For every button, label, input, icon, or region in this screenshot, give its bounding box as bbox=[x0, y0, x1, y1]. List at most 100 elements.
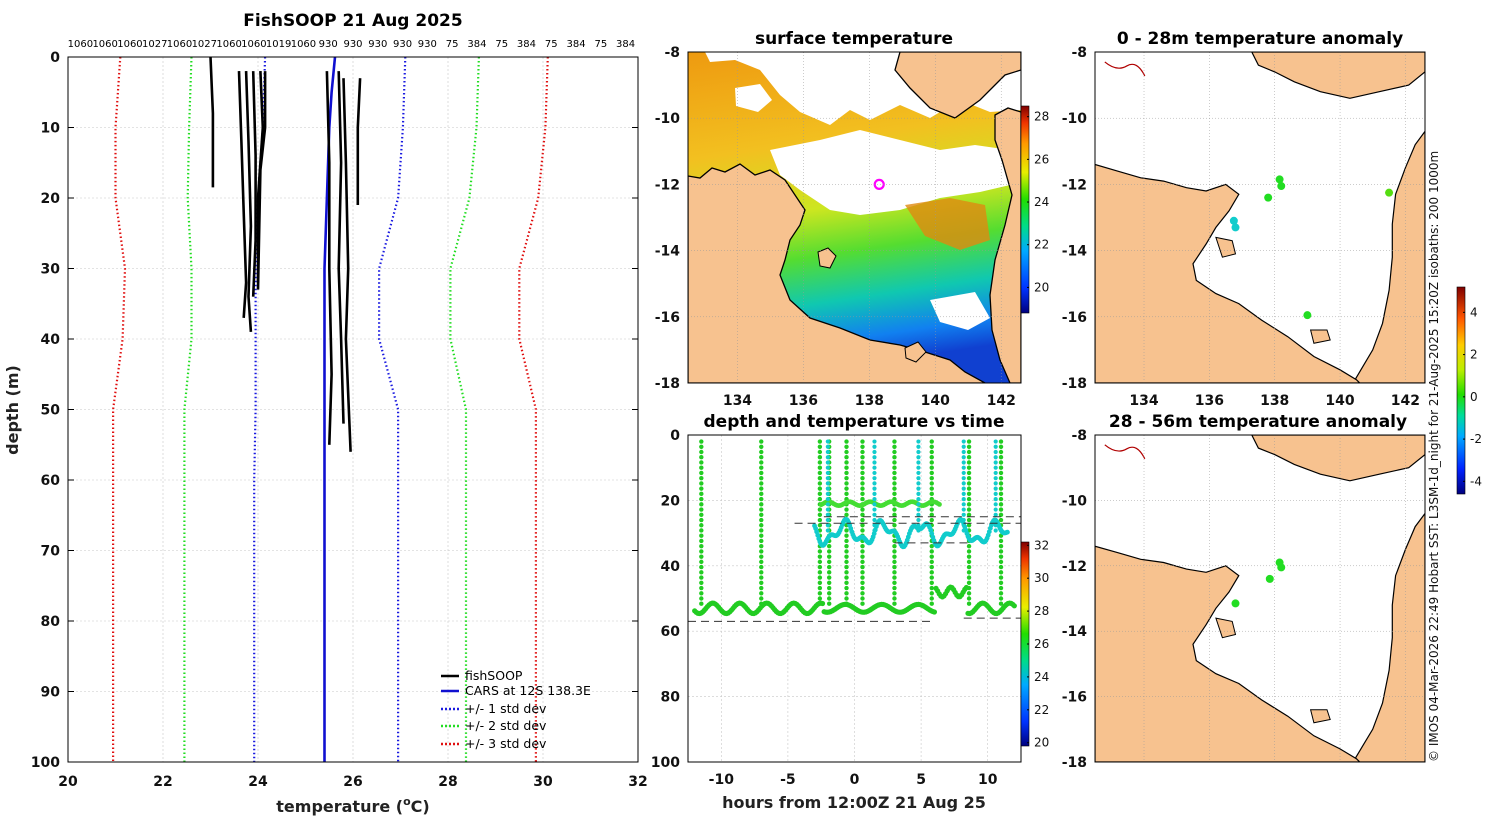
depth-point bbox=[860, 559, 865, 565]
depth-point bbox=[844, 491, 849, 497]
depth-point bbox=[699, 491, 704, 497]
depth-point bbox=[860, 580, 865, 586]
land-north bbox=[894, 52, 1021, 119]
depth-point bbox=[966, 496, 972, 502]
depth-point bbox=[844, 475, 849, 481]
depth-point bbox=[998, 470, 1004, 476]
depth-point bbox=[844, 439, 849, 444]
anomaly-point bbox=[1229, 216, 1238, 225]
depth-point bbox=[759, 439, 764, 444]
y-tick-label: -10 bbox=[655, 111, 681, 127]
depth-point bbox=[844, 585, 849, 591]
legend-label-std2: +/- 2 std dev bbox=[465, 718, 547, 733]
profile-ylabel: depth (m) bbox=[3, 365, 22, 455]
depth-point bbox=[892, 559, 897, 565]
depth-point bbox=[817, 470, 823, 476]
depth-point bbox=[844, 601, 849, 606]
depth-point bbox=[817, 517, 823, 523]
top-label: 1060 bbox=[291, 39, 316, 50]
depth-point bbox=[929, 439, 934, 444]
depth-point bbox=[825, 507, 830, 512]
land-arnhem bbox=[688, 163, 986, 383]
depth-point bbox=[759, 449, 764, 455]
depth-point bbox=[860, 528, 865, 533]
x-tick-label: 136 bbox=[1195, 393, 1224, 409]
sst-title: surface temperature bbox=[755, 29, 953, 49]
depth-point bbox=[844, 449, 849, 455]
depth-point bbox=[1011, 603, 1017, 609]
depth-point bbox=[998, 543, 1004, 549]
top-label: 75 bbox=[545, 39, 558, 50]
depth-point bbox=[929, 491, 934, 497]
depth-point bbox=[759, 528, 764, 533]
depth-point bbox=[929, 517, 934, 523]
depth-point bbox=[817, 564, 823, 570]
depth-point bbox=[993, 507, 998, 512]
depth-point bbox=[998, 444, 1004, 449]
land-cape-york bbox=[1352, 130, 1425, 383]
depth-point bbox=[860, 475, 865, 481]
depth-point bbox=[860, 549, 865, 554]
depth-point bbox=[998, 455, 1004, 460]
y-tick-label: 20 bbox=[41, 191, 61, 207]
top-label: 930 bbox=[418, 39, 437, 50]
depth-point bbox=[817, 481, 823, 486]
depth-point bbox=[826, 591, 832, 596]
cloud-gap bbox=[735, 84, 772, 112]
sst-colorbar bbox=[1020, 105, 1030, 314]
anomaly-top-map bbox=[1095, 52, 1425, 383]
depth-point bbox=[892, 439, 897, 444]
anomaly-bottom-map bbox=[1095, 435, 1425, 762]
depth-point bbox=[966, 575, 972, 580]
depth-point bbox=[998, 502, 1004, 507]
depth-point bbox=[826, 564, 832, 570]
x-tick-label: 32 bbox=[628, 774, 647, 790]
depth-point bbox=[699, 502, 704, 507]
anomaly-point bbox=[1231, 223, 1240, 232]
depth-time-data bbox=[688, 439, 1021, 622]
depth-point bbox=[872, 502, 877, 507]
depth-point bbox=[998, 460, 1004, 465]
depth-point bbox=[892, 486, 897, 491]
sst-map-panel: surface temperature 134 136 138 140 142 -8 -10… bbox=[655, 29, 1050, 409]
depth-point bbox=[759, 538, 764, 544]
depth-point bbox=[844, 564, 849, 570]
series-fishsoop bbox=[209, 57, 215, 188]
depth-point bbox=[759, 517, 764, 523]
depth-point bbox=[966, 580, 972, 586]
depth-point bbox=[825, 470, 830, 476]
depth-point bbox=[699, 475, 704, 481]
depth-point bbox=[892, 601, 897, 606]
depth-point bbox=[892, 449, 897, 455]
depth-point bbox=[759, 496, 764, 502]
depth-point bbox=[699, 455, 704, 460]
series--3-std-dev bbox=[518, 57, 549, 762]
depth-point bbox=[860, 486, 865, 491]
top-label: 1027 bbox=[192, 39, 217, 50]
depth-point bbox=[966, 543, 972, 549]
depth-point bbox=[961, 481, 966, 486]
depth-point bbox=[937, 502, 942, 507]
depth-point bbox=[844, 580, 849, 586]
anomaly-bottom-panel: 28 - 56m temperature anomaly -8 -10 -12 -14… bbox=[1062, 412, 1426, 771]
depth-point bbox=[966, 601, 972, 606]
anomaly-point bbox=[1385, 188, 1394, 197]
depth-point bbox=[916, 512, 921, 517]
depth-point bbox=[759, 470, 764, 476]
depth-point bbox=[892, 570, 897, 575]
depth-point bbox=[844, 554, 849, 559]
depth-point bbox=[699, 517, 704, 523]
depth-point bbox=[916, 496, 921, 502]
y-tick-label: -14 bbox=[655, 244, 681, 260]
sst-warm-patch bbox=[905, 198, 990, 250]
depth-point bbox=[844, 455, 849, 460]
anomaly-bottom-grid bbox=[1095, 435, 1425, 762]
y-tick-label: 10 bbox=[41, 121, 61, 137]
depth-point bbox=[966, 596, 972, 601]
depth-point bbox=[699, 601, 704, 606]
depth-point bbox=[817, 439, 823, 444]
depth-point bbox=[872, 507, 877, 512]
depth-point bbox=[699, 570, 704, 575]
depth-point bbox=[844, 543, 849, 549]
